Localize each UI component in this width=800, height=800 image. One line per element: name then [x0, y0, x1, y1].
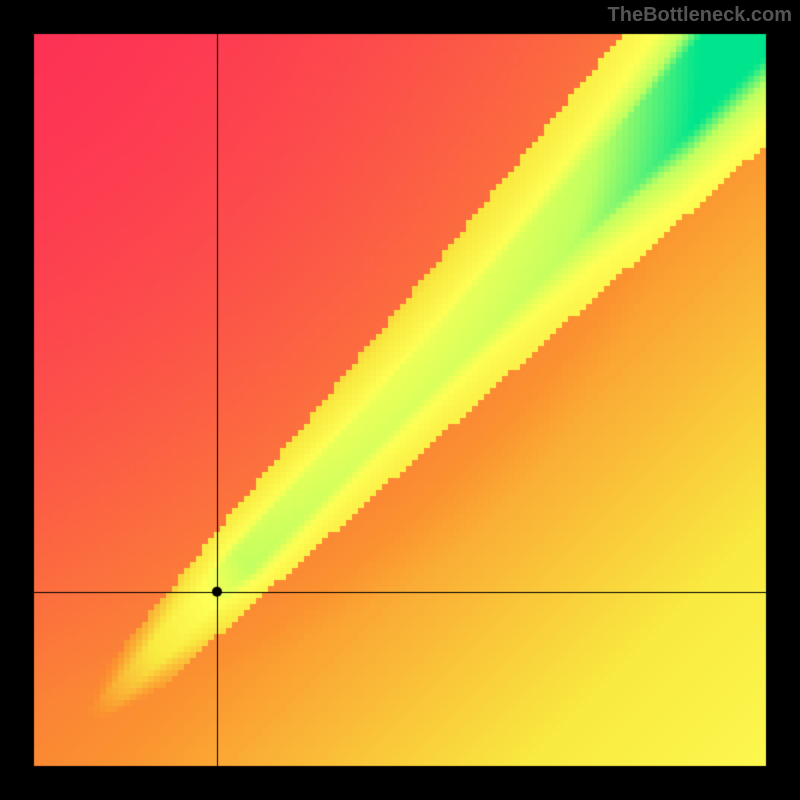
chart-container: TheBottleneck.com — [0, 0, 800, 800]
heatmap-canvas — [0, 0, 800, 800]
attribution-text: TheBottleneck.com — [608, 4, 792, 27]
